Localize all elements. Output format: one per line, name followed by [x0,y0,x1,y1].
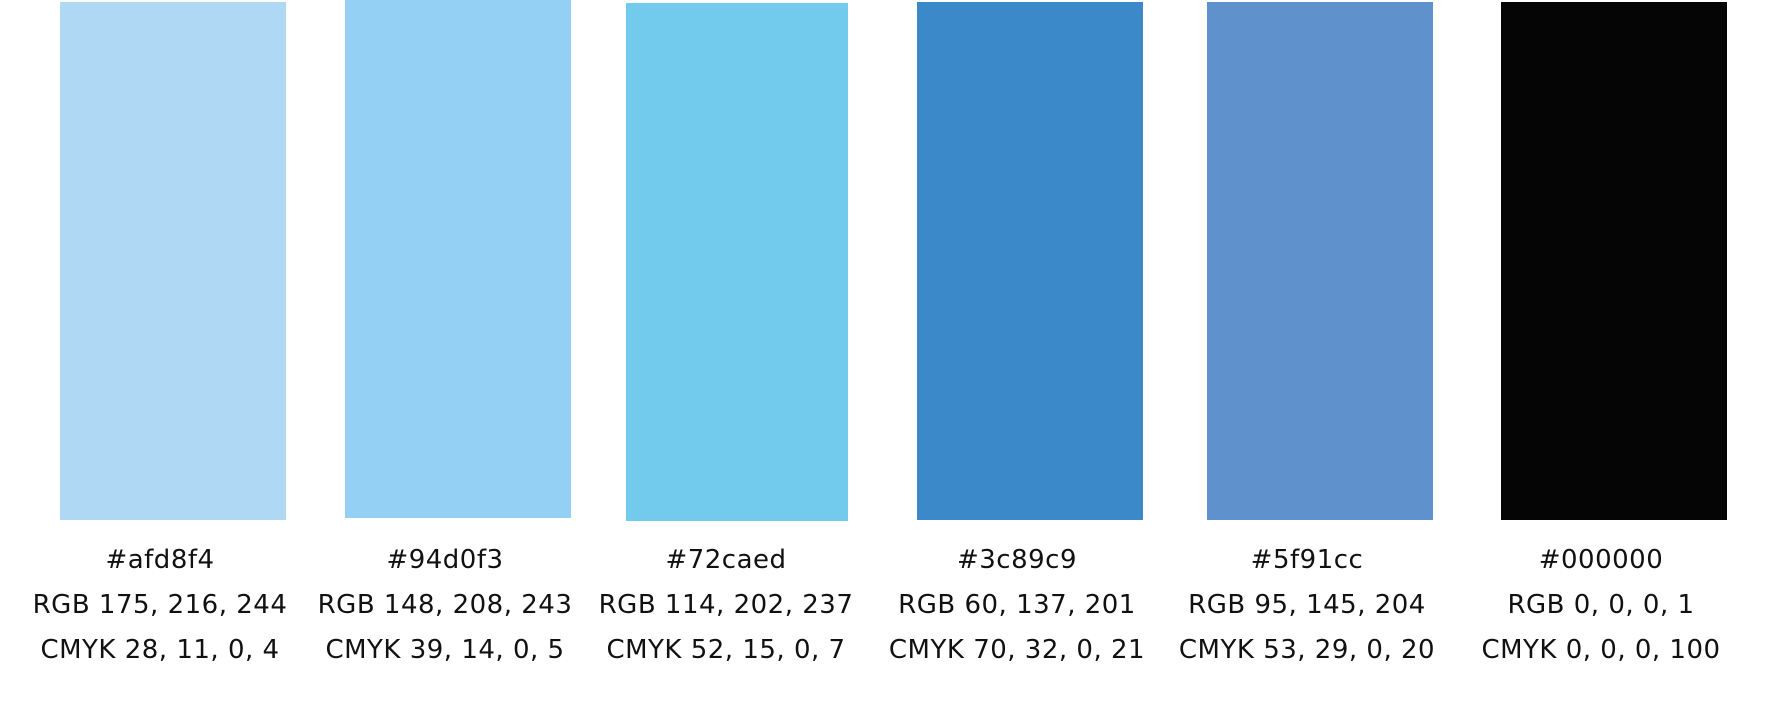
swatch-2-rgb-label: RGB 148, 208, 243 [317,590,573,620]
color-swatch-3 [626,3,848,521]
swatch-3-rgb-label: RGB 114, 202, 237 [598,590,854,620]
color-swatch-4 [917,2,1143,520]
swatch-1-rgb-label: RGB 175, 216, 244 [32,590,288,620]
swatch-1-hex-label: #afd8f4 [105,545,215,575]
color-swatch-5 [1207,2,1433,520]
swatch-5-rgb-label: RGB 95, 145, 204 [1188,590,1426,620]
swatch-1-cmyk-label: CMYK 28, 11, 0, 4 [40,635,280,665]
color-swatch-1 [60,2,286,520]
swatch-6-hex-label: #000000 [1538,545,1664,575]
color-swatch-2 [345,0,571,518]
color-swatch-6 [1501,2,1727,520]
swatch-3-hex-label: #72caed [665,545,787,575]
swatch-2-hex-label: #94d0f3 [386,545,504,575]
swatch-6-rgb-label: RGB 0, 0, 0, 1 [1507,590,1695,620]
swatch-2-cmyk-label: CMYK 39, 14, 0, 5 [325,635,565,665]
swatch-4-rgb-label: RGB 60, 137, 201 [898,590,1136,620]
swatch-4-hex-label: #3c89c9 [956,545,1078,575]
swatch-6-cmyk-label: CMYK 0, 0, 0, 100 [1481,635,1721,665]
swatch-5-hex-label: #5f91cc [1250,545,1364,575]
swatch-3-cmyk-label: CMYK 52, 15, 0, 7 [606,635,846,665]
swatch-4-cmyk-label: CMYK 70, 32, 0, 21 [888,635,1146,665]
swatch-5-cmyk-label: CMYK 53, 29, 0, 20 [1178,635,1436,665]
